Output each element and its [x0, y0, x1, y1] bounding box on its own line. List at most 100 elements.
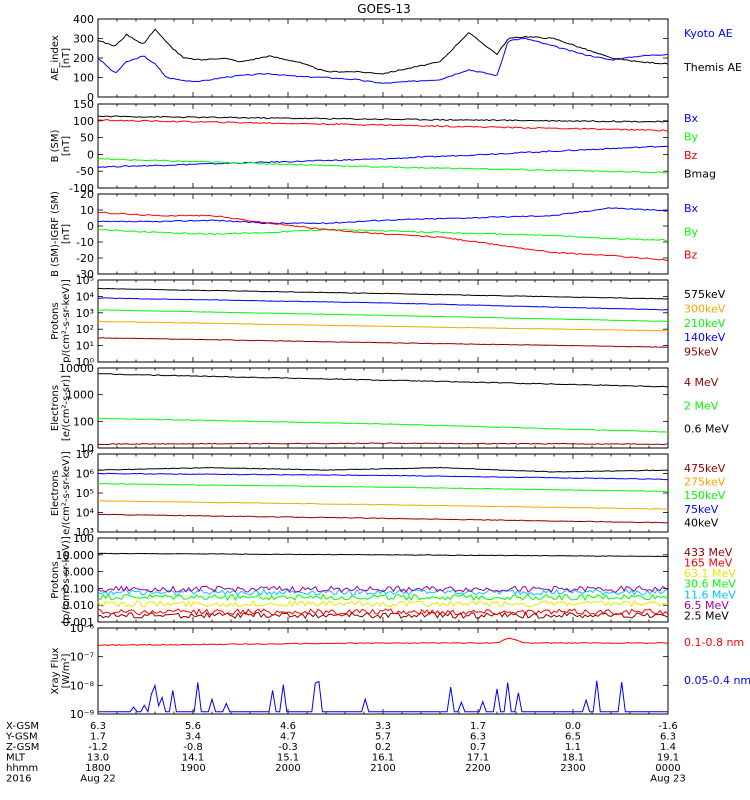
y-tick-label: 10⁵ [76, 487, 94, 500]
legend-entry: 165 MeV [684, 557, 733, 570]
legend-entry: 40keV [684, 516, 719, 529]
ephemeris-value: 1.7 [470, 721, 486, 732]
y-tick-label: 0 [87, 91, 94, 104]
series-line-150keV [97, 482, 668, 492]
y-tick-label: 100 [73, 532, 94, 545]
y-tick-label: -10 [76, 236, 94, 249]
panel-frame [97, 453, 669, 533]
series-line-11-6-MeV [97, 588, 669, 596]
legend-entry: Bz [684, 149, 698, 162]
legend-entry: Bmag [684, 168, 716, 181]
y-tick-label: 10¹ [76, 340, 94, 353]
plot-title: GOES-13 [357, 2, 411, 16]
y-tick-label: 10² [76, 323, 94, 336]
series-line-75keV [97, 472, 668, 481]
legend-entry: Bz [684, 249, 698, 262]
legend-entry: By [684, 131, 699, 144]
y-tick-label: 10³ [76, 307, 94, 320]
y-axis-label: [nT] [61, 48, 72, 68]
legend-entry: Kyoto AE [684, 27, 733, 40]
y-tick-label: 10000 [59, 362, 94, 375]
ephemeris-value: 1.7 [90, 732, 106, 743]
legend-entry: 2.5 MeV [684, 609, 729, 622]
legend-entry: 150keV [684, 489, 726, 502]
panel-7: 0.001 0.010 0.100 1.000 10.000 100 Protons [p/(… [50, 532, 736, 629]
ephemeris-table: X-GSM 6.3 5.6 4.6 3.3 1.7 0.0 -1.6 Y-GSM 1.7 3.4 4.… [5, 721, 686, 785]
ephemeris-value: 4.6 [280, 721, 296, 732]
series-line-275keV [97, 500, 669, 510]
y-tick-label: 20 [80, 188, 94, 201]
panel-frame [97, 279, 669, 363]
y-tick-label: 10.000 [56, 549, 95, 562]
legend-entry: 140keV [684, 331, 726, 344]
legend-entry: 275keV [684, 476, 726, 489]
ephemeris-row-label: Z-GSM [6, 742, 39, 753]
ephemeris-row-label: Y-GSM [5, 732, 38, 743]
ephemeris-row-label: 2016 [6, 774, 31, 785]
legend-entry: 30.6 MeV [684, 578, 736, 591]
legend-entry: 210keV [684, 317, 726, 330]
legend-entry: 433 MeV [684, 546, 733, 559]
ephemeris-value: 0.0 [565, 721, 581, 732]
ephemeris-value: -1.6 [658, 721, 678, 732]
legend-entry: 0.6 MeV [684, 423, 729, 436]
ephemeris-row-label: hhmm [6, 763, 38, 774]
series-line-4-MeV [97, 442, 669, 446]
series-line-Themis-AE [97, 28, 669, 75]
legend-entry: 63.1 MeV [684, 567, 736, 580]
y-tick-label: 1000 [66, 389, 94, 402]
y-tick-label: 10⁻⁶ [70, 622, 95, 635]
y-axis-label: B (SM) [50, 129, 61, 162]
y-axis-label: Electrons [50, 385, 61, 431]
y-axis-label: B (SM)-IGRF (SM) [50, 191, 61, 277]
ephemeris-value: Aug 23 [650, 774, 685, 785]
ephemeris-row-label: X-GSM [6, 721, 39, 732]
y-tick-label: 1.000 [63, 566, 95, 579]
legend-entry: 475keV [684, 462, 726, 475]
panel-6: 10³ 10⁴ 10⁵ 10⁶ 10⁷ Electrons e/(cm²-s-sr-keV)… [50, 448, 726, 539]
y-tick-label: 10 [80, 204, 94, 217]
panel-frame [97, 537, 669, 623]
ephemeris-value: 4.7 [280, 732, 296, 743]
y-tick-label: 10⁶ [76, 468, 95, 481]
y-tick-label: 10⁻⁷ [70, 651, 94, 664]
ephemeris-value: 3.3 [375, 721, 391, 732]
y-axis-label: Protons [50, 561, 61, 598]
series-line-2-MeV [97, 417, 669, 433]
panel-2: -100 -50 0 50 100 150 B (SM) [nT] Bx By Bz Bmag [50, 98, 716, 195]
legend-entry: 0.1-0.8 nm [684, 636, 744, 649]
legend-entry: 95keV [684, 346, 719, 359]
y-tick-label: 10⁻⁹ [70, 708, 94, 721]
ephemeris-value: 5.7 [375, 732, 391, 743]
series-line-Bz [97, 119, 669, 132]
series-line-2-5-MeV [97, 552, 669, 558]
legend-entry: Themis AE [683, 61, 742, 74]
y-tick-label: 0.010 [63, 599, 95, 612]
y-axis-label: Xray Flux [50, 647, 61, 694]
ephemeris-value: 6.3 [90, 721, 106, 732]
series-line-By [97, 228, 668, 241]
y-tick-label: 0.100 [63, 582, 95, 595]
legend-entry: 300keV [684, 302, 726, 315]
legend-entry: 75keV [684, 503, 719, 516]
ephemeris-value: 1800 [85, 763, 110, 774]
series-line-95keV [98, 337, 668, 348]
y-tick-label: 400 [73, 13, 94, 26]
series-line-0-1-0-8-nm [97, 637, 668, 647]
series-line-210keV [97, 309, 669, 322]
ephemeris-value: 19.1 [657, 753, 679, 764]
ephemeris-value: 1.4 [660, 742, 676, 753]
y-tick-label: 150 [73, 98, 94, 111]
y-tick-label: -20 [76, 252, 94, 265]
ephemeris-value: 1.1 [565, 742, 581, 753]
ephemeris-value: 0.7 [470, 742, 486, 753]
ephemeris-row-label: MLT [6, 753, 26, 764]
ephemeris-value: 6.3 [660, 732, 676, 743]
y-axis-label: [nT] [61, 224, 72, 244]
y-tick-label: -50 [76, 165, 94, 178]
y-tick-label: 10 [80, 442, 94, 455]
legend-entry: 4 MeV [684, 376, 719, 389]
legend-entry: 2 MeV [684, 399, 719, 412]
legend-entry: By [684, 225, 699, 238]
